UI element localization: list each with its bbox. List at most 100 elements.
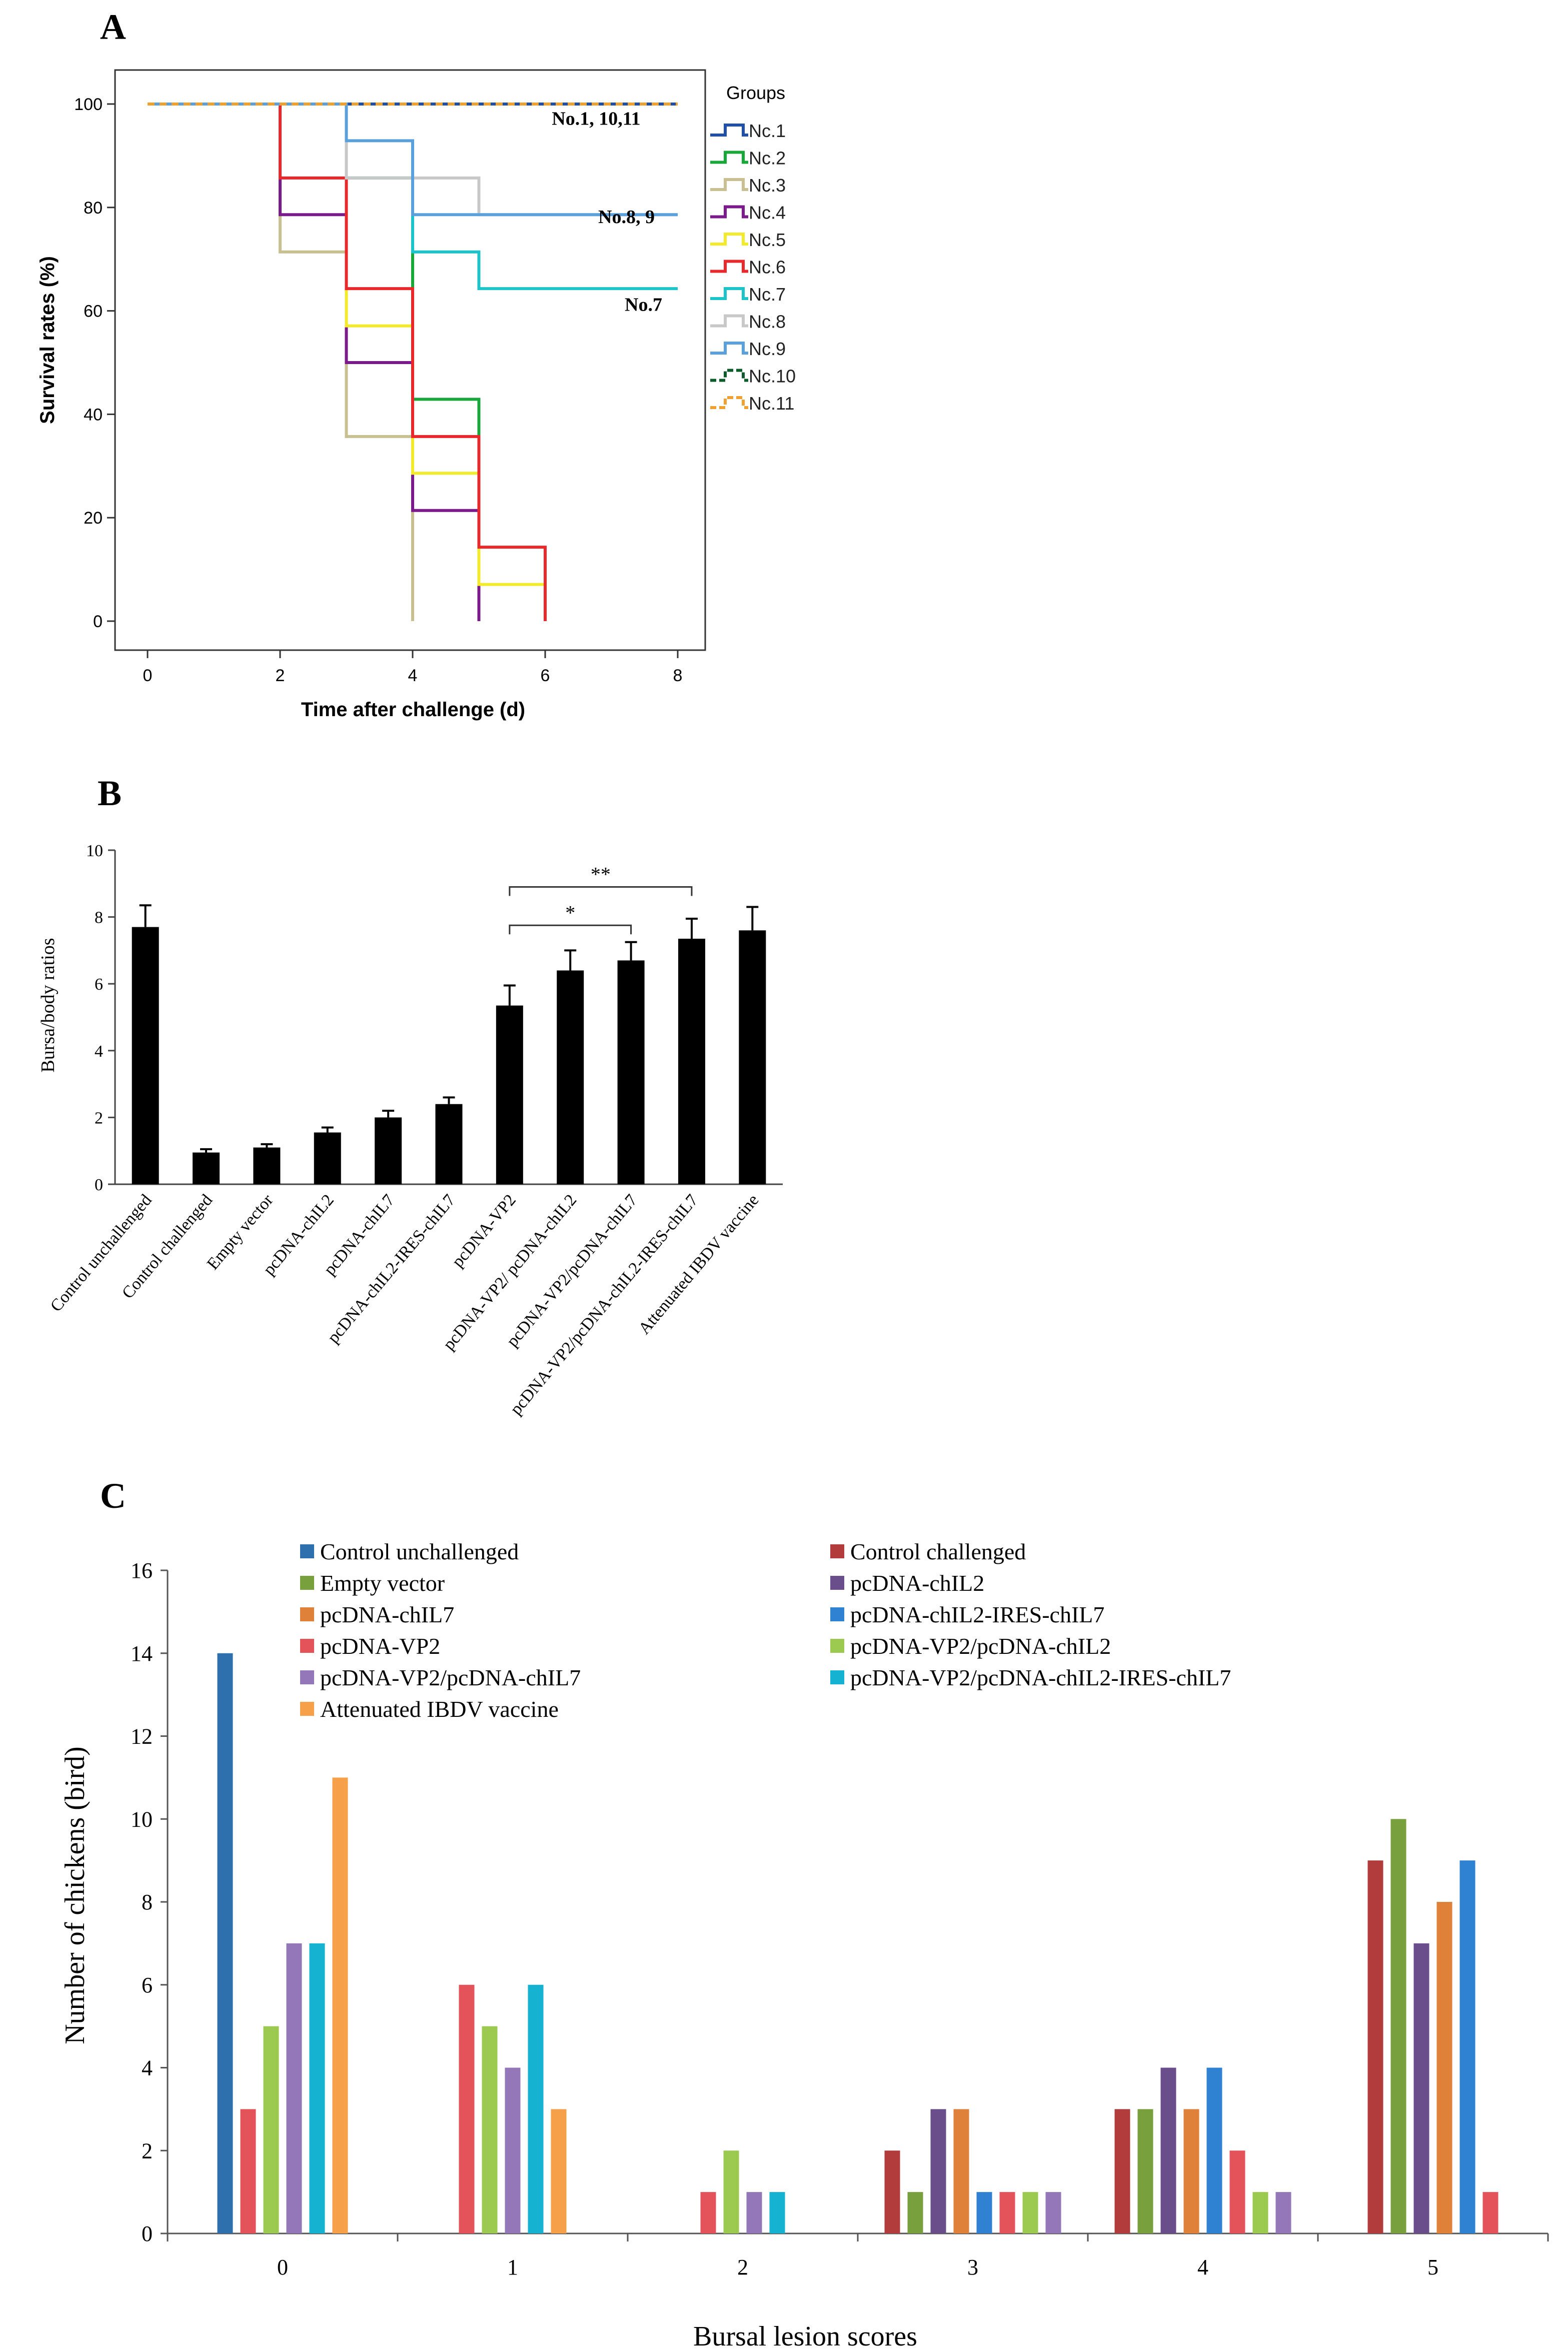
panel-c-bar [1275, 2192, 1291, 2233]
panel-c-bar [528, 1984, 544, 2233]
panel-b-bar [314, 1132, 341, 1184]
panel-c-bar [746, 2192, 762, 2233]
panel-b-bracket [509, 886, 693, 896]
legend-swatch-nc8 [710, 314, 748, 328]
panel-a-legend-label: Nc.7 [749, 284, 786, 305]
panel-c-legend-item: pcDNA-chIL2 [830, 1570, 984, 1596]
panel-c-legend-swatch [300, 1576, 314, 1590]
panel-c-bar [1206, 2067, 1222, 2233]
panel-a-x-tick-label: 4 [408, 666, 418, 685]
panel-a-legend-label: Nc.9 [749, 339, 786, 359]
panel-a-legend-item: Nc.1 [710, 121, 786, 141]
panel-a-legend-item: Nc.7 [710, 284, 786, 305]
panel-c-legend-label: pcDNA-VP2/pcDNA-chIL2 [850, 1633, 1111, 1659]
panel-c-legend-swatch [830, 1670, 844, 1684]
survival-line-nc2 [148, 103, 481, 621]
panel-b-significance-label: ** [591, 863, 611, 885]
panel-c-bar [1459, 1860, 1475, 2233]
panel-b-category-label: Attenuated IBDV vaccine [635, 1191, 763, 1338]
panel-b-significance-brackets: *** [509, 863, 693, 935]
panel-c-bar [1436, 1902, 1452, 2233]
panel-b-y-tick-label: 2 [95, 1109, 103, 1127]
panel-c-legend-label: pcDNA-chIL2-IRES-chIL7 [850, 1602, 1104, 1627]
panel-b-bar [739, 930, 766, 1184]
panel-a-plot-frame [114, 69, 706, 651]
panel-c-bar [1183, 2109, 1199, 2233]
panel-c-legend-swatch [300, 1702, 314, 1716]
panel-b-bar [678, 939, 705, 1184]
panel-c-bar [953, 2109, 969, 2233]
panel-c-bar [551, 2109, 567, 2233]
panel-a-legend-item: Nc.8 [710, 312, 786, 332]
survival-line-nc6 [148, 103, 547, 621]
panel-c-bar [1390, 1819, 1406, 2233]
panel-c-bar [1045, 2192, 1061, 2233]
panel-c-bar [240, 2109, 256, 2233]
panel-c-bar [1160, 2067, 1176, 2233]
panel-a-legend-label: Nc.2 [749, 148, 786, 169]
panel-a-y-tick-label: 20 [84, 509, 103, 528]
panel-c-bar [505, 2067, 521, 2233]
panel-c-bar [332, 1777, 348, 2233]
panel-a-legend-label: Nc.6 [749, 257, 786, 278]
panel-b-y-tick-label: 0 [95, 1176, 103, 1194]
panel-c-y-tick-label: 6 [142, 1973, 153, 1997]
panel-b-bar [253, 1147, 281, 1184]
panel-c-y-tick-label: 12 [131, 1724, 153, 1749]
panel-c-bar [217, 1653, 233, 2233]
panel-a-x-tick-label: 8 [673, 666, 683, 685]
panel-b-bracket [509, 924, 632, 935]
legend-swatch-nc9 [710, 342, 748, 355]
panel-c-x-axis-label: Bursal lesion scores [693, 2321, 917, 2351]
panel-b-y-axis-label: Bursa/body ratios [38, 938, 59, 1072]
legend-swatch-nc5 [710, 233, 748, 246]
panel-c-legend-swatch [830, 1639, 844, 1653]
legend-swatch-nc7 [710, 287, 748, 300]
panel-b-bar [132, 927, 159, 1184]
panel-a-y-tick-label: 0 [93, 612, 103, 631]
panel-c-bar [1229, 2150, 1245, 2233]
panel-b-category-label: Control unchallenged [47, 1191, 156, 1315]
panel-c-bar [459, 1984, 475, 2233]
panel-a-legend-label: Nc.8 [749, 312, 786, 332]
panel-b-bar [617, 960, 645, 1184]
panel-c-y-tick-label: 4 [142, 2056, 153, 2080]
panel-c-bar [1022, 2192, 1038, 2233]
panel-c-legend-swatch [830, 1544, 844, 1558]
panel-a-legend-label: Nc.4 [749, 203, 786, 223]
panel-c-legend-label: Control challenged [850, 1539, 1026, 1564]
panel-c-lesion-score-chart: Control unchallenged Control challenged Em… [60, 1539, 1549, 2351]
panel-c-legend-label: pcDNA-VP2/pcDNA-chIL2-IRES-chIL7 [850, 1665, 1231, 1690]
panel-a-legend-item: Nc.9 [710, 339, 786, 359]
panel-b-bar [193, 1152, 220, 1184]
panel-c-bar [1413, 1943, 1429, 2233]
panel-a-survival-lines [148, 103, 678, 621]
panel-a-annotation: No.8, 9 [598, 207, 655, 228]
panel-c-legend-item: Control challenged [830, 1539, 1026, 1564]
panel-a-y-tick-label: 60 [84, 302, 103, 321]
panel-a-y-tick-label: 40 [84, 405, 103, 424]
panel-a-legend-item: Nc.3 [710, 175, 786, 196]
panel-c-y-tick-label: 0 [142, 2221, 153, 2246]
survival-line-nc9 [148, 103, 678, 217]
panel-a-x-tick-label: 6 [541, 666, 550, 685]
panel-a-legend-item: Nc.4 [710, 203, 786, 223]
panel-c-y-tick-label: 8 [142, 1890, 153, 1914]
panel-a-legend: Nc.1 Nc.2 Nc.3 Nc.4 Nc.5 Nc.6 Nc.7 Nc.8 Nc.9 Nc.1… [710, 121, 796, 414]
panel-c-legend-swatch [300, 1607, 314, 1621]
panel-c-legend-item: pcDNA-VP2 [300, 1633, 440, 1659]
panel-a-legend-item: Nc.6 [710, 257, 786, 278]
panel-c-y-axis-label: Number of chickens (bird) [60, 1746, 91, 2044]
legend-swatch-nc6 [710, 260, 748, 273]
panel-a-legend-title: Groups [726, 83, 785, 103]
panel-b-y-tick-label: 4 [95, 1042, 103, 1061]
panel-c-legend-swatch [300, 1639, 314, 1653]
panel-c-bar [723, 2150, 739, 2233]
panel-c-bar [286, 1943, 302, 2233]
panel-c-x-tick-label: 5 [1427, 2255, 1438, 2279]
panel-b-bar [375, 1117, 402, 1184]
panel-c-legend-label: pcDNA-VP2/pcDNA-chIL7 [320, 1665, 581, 1690]
